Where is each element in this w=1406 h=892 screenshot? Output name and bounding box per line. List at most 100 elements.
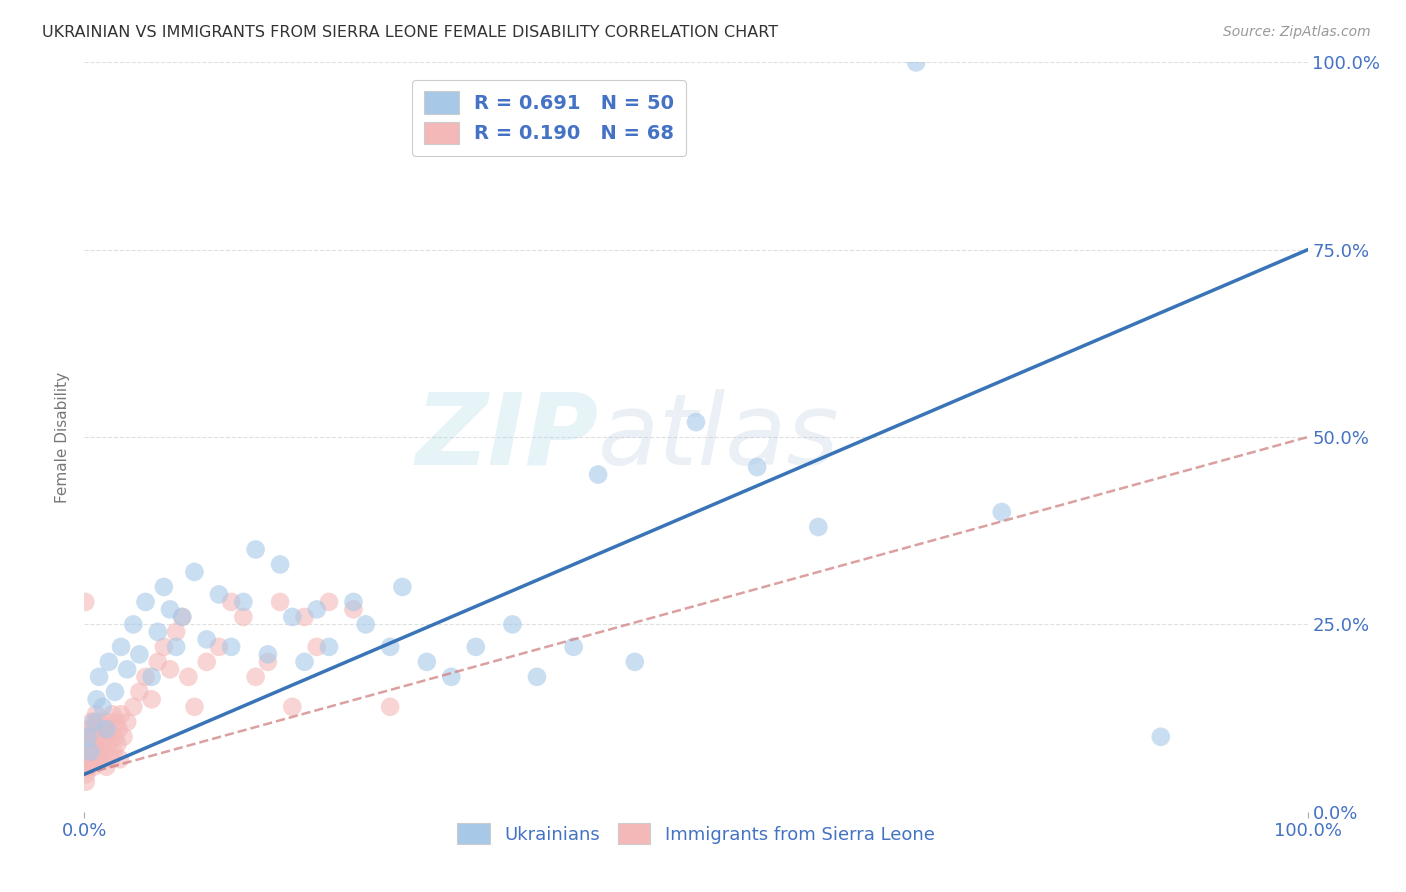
Point [502, 617, 524, 632]
Point [86, 745, 108, 759]
Point [146, 655, 169, 669]
Point [586, 467, 609, 482]
Point [79, 737, 101, 751]
Point [159, 602, 181, 616]
Point [79, 745, 101, 759]
Point [76, 752, 98, 766]
Point [82, 745, 104, 759]
Point [82, 730, 104, 744]
Point [77, 730, 100, 744]
Point [269, 558, 291, 572]
Point [100, 752, 122, 766]
Point [80, 714, 103, 729]
Point [526, 670, 548, 684]
Point [115, 662, 138, 676]
Point [80, 752, 103, 766]
Point [153, 640, 176, 654]
Point [76, 737, 98, 751]
Point [208, 587, 231, 601]
Point [97, 714, 120, 729]
Point [257, 648, 280, 662]
Point [90, 737, 112, 751]
Point [91, 723, 114, 737]
Point [905, 55, 928, 70]
Point [183, 565, 205, 579]
Point [84, 752, 107, 766]
Point [91, 699, 114, 714]
Point [141, 670, 163, 684]
Point [73, 760, 96, 774]
Point [77, 723, 100, 737]
Point [219, 595, 242, 609]
Point [122, 699, 145, 714]
Point [107, 723, 129, 737]
Point [305, 640, 328, 654]
Point [354, 617, 377, 632]
Point [232, 610, 254, 624]
Point [416, 655, 439, 669]
Point [153, 580, 176, 594]
Point [97, 655, 120, 669]
Text: ZIP: ZIP [415, 389, 598, 485]
Point [96, 723, 118, 737]
Point [195, 632, 218, 647]
Point [172, 610, 194, 624]
Point [87, 730, 110, 744]
Legend: Ukrainians, Immigrants from Sierra Leone: Ukrainians, Immigrants from Sierra Leone [446, 813, 946, 855]
Point [83, 737, 105, 751]
Point [110, 707, 132, 722]
Point [342, 595, 364, 609]
Text: UKRAINIAN VS IMMIGRANTS FROM SIERRA LEONE FEMALE DISABILITY CORRELATION CHART: UKRAINIAN VS IMMIGRANTS FROM SIERRA LEON… [42, 25, 779, 40]
Point [245, 542, 267, 557]
Point [115, 714, 138, 729]
Point [79, 745, 101, 759]
Point [165, 640, 187, 654]
Point [83, 723, 105, 737]
Point [195, 655, 218, 669]
Point [77, 730, 100, 744]
Point [101, 707, 124, 722]
Point [83, 760, 105, 774]
Point [108, 752, 131, 766]
Point [562, 640, 585, 654]
Point [128, 648, 150, 662]
Point [86, 692, 108, 706]
Point [269, 595, 291, 609]
Point [75, 595, 97, 609]
Point [146, 624, 169, 639]
Point [104, 685, 127, 699]
Point [685, 415, 707, 429]
Point [219, 640, 242, 654]
Text: Source: ZipAtlas.com: Source: ZipAtlas.com [1223, 25, 1371, 39]
Point [172, 610, 194, 624]
Point [183, 699, 205, 714]
Point [84, 707, 107, 722]
Point [97, 737, 120, 751]
Point [159, 662, 181, 676]
Point [83, 714, 105, 729]
Text: atlas: atlas [598, 389, 839, 485]
Point [112, 730, 135, 744]
Point [105, 737, 128, 751]
Point [165, 624, 187, 639]
Point [440, 670, 463, 684]
Point [96, 760, 118, 774]
Point [1150, 730, 1173, 744]
Point [245, 670, 267, 684]
Point [89, 752, 111, 766]
Point [380, 640, 402, 654]
Point [135, 670, 157, 684]
Point [305, 602, 328, 616]
Point [93, 745, 115, 759]
Point [141, 692, 163, 706]
Point [257, 655, 280, 669]
Point [110, 640, 132, 654]
Point [94, 730, 117, 744]
Point [103, 745, 125, 759]
Point [232, 595, 254, 609]
Point [104, 730, 127, 744]
Point [807, 520, 830, 534]
Point [77, 760, 100, 774]
Point [122, 617, 145, 632]
Point [75, 745, 97, 759]
